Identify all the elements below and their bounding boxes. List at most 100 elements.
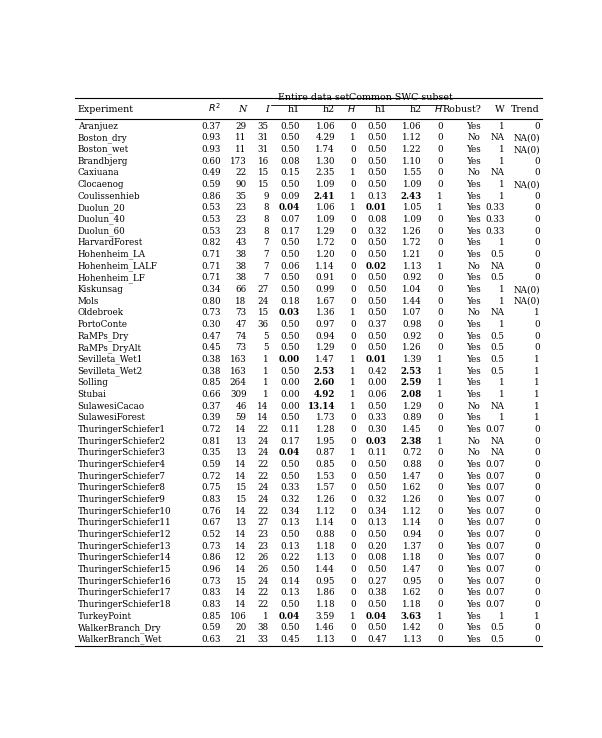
Text: 0.88: 0.88 [402, 460, 422, 469]
Text: 0.50: 0.50 [367, 156, 386, 166]
Text: 27: 27 [258, 518, 268, 528]
Text: 163: 163 [230, 367, 247, 376]
Text: 1: 1 [350, 134, 356, 142]
Text: 1.12: 1.12 [402, 507, 422, 516]
Text: 1.06: 1.06 [315, 204, 335, 213]
Text: 1.18: 1.18 [315, 542, 335, 551]
Text: Oldebroek: Oldebroek [78, 308, 123, 317]
Text: 0: 0 [350, 297, 356, 306]
Text: 1.39: 1.39 [403, 355, 422, 364]
Text: No: No [468, 134, 481, 142]
Text: 0.50: 0.50 [367, 134, 386, 142]
Text: 0: 0 [437, 565, 442, 574]
Text: 0.50: 0.50 [280, 343, 300, 352]
Text: 0: 0 [350, 273, 356, 283]
Text: 14: 14 [235, 460, 247, 469]
Text: Sevilleta_Wet2: Sevilleta_Wet2 [78, 366, 143, 376]
Text: Trend: Trend [511, 105, 540, 114]
Text: 0.73: 0.73 [201, 308, 221, 317]
Text: 0.07: 0.07 [485, 507, 504, 516]
Text: 0.07: 0.07 [485, 565, 504, 574]
Text: 2.53: 2.53 [314, 367, 335, 376]
Text: 21: 21 [235, 635, 247, 644]
Text: 0.5: 0.5 [491, 367, 504, 376]
Text: 0: 0 [535, 530, 540, 539]
Text: 0: 0 [350, 285, 356, 294]
Text: 0: 0 [535, 495, 540, 504]
Text: 0.03: 0.03 [279, 308, 300, 317]
Text: 0: 0 [437, 635, 442, 644]
Text: 0: 0 [535, 518, 540, 528]
Text: 14: 14 [235, 472, 247, 480]
Text: 0.50: 0.50 [367, 530, 386, 539]
Text: 0: 0 [350, 518, 356, 528]
Text: 0.32: 0.32 [280, 495, 300, 504]
Text: 0.38: 0.38 [201, 355, 221, 364]
Text: 0.50: 0.50 [367, 285, 386, 294]
Text: 0: 0 [535, 331, 540, 341]
Text: Kiskunsag: Kiskunsag [78, 285, 123, 294]
Text: 0.07: 0.07 [485, 554, 504, 562]
Text: WalkerBranch_Dry: WalkerBranch_Dry [78, 623, 161, 632]
Text: 74: 74 [235, 331, 247, 341]
Text: 1: 1 [499, 413, 504, 422]
Text: ThuringerSchiefer13: ThuringerSchiefer13 [78, 542, 171, 551]
Text: 0: 0 [437, 507, 442, 516]
Text: 0: 0 [350, 145, 356, 154]
Text: 0.71: 0.71 [201, 273, 221, 283]
Text: 0: 0 [437, 483, 442, 492]
Text: ThuringerSchiefer2: ThuringerSchiefer2 [78, 437, 166, 446]
Text: Yes: Yes [466, 542, 481, 551]
Text: 0.45: 0.45 [201, 343, 221, 352]
Text: Entire data set: Entire data set [279, 93, 350, 103]
Text: 1.09: 1.09 [315, 180, 335, 189]
Text: 2.53: 2.53 [401, 367, 422, 376]
Text: 0.37: 0.37 [201, 401, 221, 410]
Text: 38: 38 [235, 262, 247, 271]
Text: 0.08: 0.08 [367, 554, 386, 562]
Text: 0.34: 0.34 [201, 285, 221, 294]
Text: Yes: Yes [466, 156, 481, 166]
Text: ThuringerSchiefer12: ThuringerSchiefer12 [78, 530, 171, 539]
Text: 0.50: 0.50 [280, 273, 300, 283]
Text: 1: 1 [437, 192, 442, 201]
Text: 0: 0 [437, 285, 442, 294]
Text: 33: 33 [258, 635, 268, 644]
Text: 0.71: 0.71 [201, 250, 221, 259]
Text: 0.04: 0.04 [278, 449, 300, 458]
Text: Yes: Yes [466, 554, 481, 562]
Text: 0.72: 0.72 [402, 449, 422, 458]
Text: 24: 24 [257, 437, 268, 446]
Text: 0.89: 0.89 [403, 413, 422, 422]
Text: 0.99: 0.99 [315, 285, 335, 294]
Text: 0.01: 0.01 [365, 355, 386, 364]
Text: 1: 1 [350, 379, 356, 387]
Text: 0: 0 [350, 460, 356, 469]
Text: ThuringerSchiefer1: ThuringerSchiefer1 [78, 425, 166, 434]
Text: 0.06: 0.06 [280, 262, 300, 271]
Text: 1.30: 1.30 [315, 156, 335, 166]
Text: 1: 1 [350, 192, 356, 201]
Text: 13: 13 [235, 518, 247, 528]
Text: 0: 0 [535, 576, 540, 586]
Text: Yes: Yes [466, 227, 481, 235]
Text: 0.08: 0.08 [280, 156, 300, 166]
Text: 106: 106 [230, 612, 247, 621]
Text: 0: 0 [437, 227, 442, 235]
Text: 0.07: 0.07 [485, 576, 504, 586]
Text: 0.5: 0.5 [491, 331, 504, 341]
Text: 2.08: 2.08 [401, 390, 422, 399]
Text: 0: 0 [350, 588, 356, 597]
Text: 1.47: 1.47 [402, 565, 422, 574]
Text: NA: NA [491, 262, 504, 271]
Text: 0: 0 [350, 180, 356, 189]
Text: 0.59: 0.59 [202, 460, 221, 469]
Text: 0.86: 0.86 [201, 192, 221, 201]
Text: Duolun_20: Duolun_20 [78, 203, 125, 213]
Text: 0.07: 0.07 [485, 483, 504, 492]
Text: 1: 1 [437, 437, 442, 446]
Text: 14: 14 [235, 588, 247, 597]
Text: 0.20: 0.20 [367, 542, 386, 551]
Text: 0: 0 [350, 320, 356, 329]
Text: 1.06: 1.06 [402, 122, 422, 131]
